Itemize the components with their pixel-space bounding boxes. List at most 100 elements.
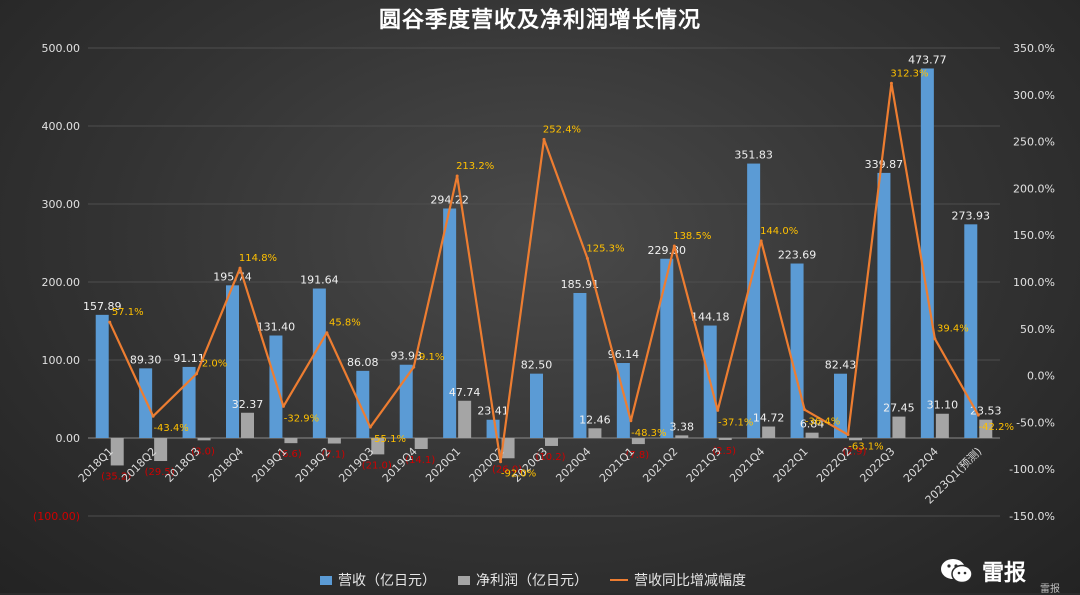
revenue-bar [747, 163, 761, 438]
brand-name: 雷报 [982, 561, 1027, 586]
revenue-bar [964, 224, 978, 438]
growth-point [933, 337, 937, 341]
legend-label-growth: 营收同比增减幅度 [634, 573, 746, 589]
growth-point [672, 244, 676, 248]
legend-swatch-revenue [320, 575, 332, 585]
y-left-tick-label: (100.00) [33, 510, 80, 523]
revenue-data-label: 273.93 [952, 209, 991, 222]
y-right-tick-label: 200.0% [1013, 182, 1055, 195]
chart-legend: 营收（亿日元） 净利润（亿日元） 营收同比增减幅度 [320, 570, 768, 590]
y-right-tick-label: -150.0% [1009, 510, 1055, 523]
legend-swatch-profit [458, 575, 470, 585]
revenue-data-label: 93.93 [390, 350, 422, 363]
x-tick-label: 2022Q4 [901, 445, 941, 485]
y-right-tick-label: 150.0% [1013, 229, 1055, 242]
growth-data-label: -36.4% [805, 417, 840, 428]
profit-data-label: 6.84 [800, 418, 825, 431]
y-right-tick-label: 250.0% [1013, 136, 1055, 149]
brand-watermark: 雷报 [940, 555, 1026, 587]
growth-data-label: -37.1% [718, 417, 753, 428]
y-left-tick-label: 0.00 [56, 432, 81, 445]
profit-data-label: 23.53 [970, 405, 1002, 418]
legend-label-profit: 净利润（亿日元） [476, 573, 588, 589]
x-tick-label: 2022Q1 [771, 445, 811, 485]
profit-bar [371, 438, 385, 455]
revenue-data-label: 89.30 [130, 353, 162, 366]
revenue-data-label: 195.74 [213, 270, 252, 283]
profit-bar [892, 416, 906, 438]
profit-bar [284, 438, 298, 444]
growth-data-label: -63.1% [848, 442, 883, 453]
profit-data-label: 3.38 [670, 420, 695, 433]
revenue-bar [834, 373, 847, 438]
growth-data-label: 114.8% [239, 253, 277, 264]
profit-bar [197, 438, 211, 441]
legend-swatch-growth [610, 579, 628, 581]
legend-item-growth: 营收同比增减幅度 [610, 570, 746, 590]
growth-point [325, 331, 329, 335]
x-tick-label: 2018Q2 [119, 445, 159, 485]
y-right-tick-label: 350.0% [1013, 42, 1055, 55]
profit-data-label: (2.9) [843, 446, 867, 457]
revenue-data-label: 473.77 [908, 53, 947, 66]
revenue-bar [660, 258, 674, 438]
profit-data-label: 47.74 [449, 386, 481, 399]
y-right-tick-label: 300.0% [1013, 89, 1055, 102]
profit-data-label: (3.0) [191, 446, 215, 457]
profit-data-label: 32.37 [232, 398, 264, 411]
brand-sub: 雷报 [1040, 584, 1060, 595]
revenue-bar [530, 373, 543, 438]
revenue-bar [269, 335, 283, 438]
y-left-tick-label: 200.00 [42, 276, 81, 289]
growth-data-label: 125.3% [586, 243, 624, 254]
legend-item-profit: 净利润（亿日元） [458, 570, 588, 590]
revenue-bar [312, 288, 326, 438]
revenue-data-label: 144.18 [691, 311, 730, 324]
revenue-bar [356, 370, 370, 438]
profit-data-label: 14.72 [753, 412, 785, 425]
profit-data-label: (29.5) [145, 467, 175, 478]
growth-data-label: -42.2% [979, 422, 1014, 433]
x-tick-label: 2018Q3 [163, 445, 203, 485]
growth-point [585, 256, 589, 260]
revenue-data-label: 223.69 [778, 249, 817, 262]
growth-point [976, 413, 980, 417]
growth-point [368, 425, 372, 429]
growth-data-label: 45.8% [329, 318, 361, 329]
growth-point [238, 266, 242, 270]
legend-label-revenue: 营收（亿日元） [338, 573, 436, 589]
growth-data-label: 138.5% [673, 231, 711, 242]
revenue-bar [443, 208, 457, 438]
growth-point [499, 460, 503, 464]
growth-data-label: -92.0% [501, 469, 536, 480]
revenue-data-label: 339.87 [865, 158, 904, 171]
growth-data-label: -43.4% [153, 423, 188, 434]
revenue-data-label: 351.83 [734, 149, 773, 162]
x-tick-label: 2021Q3 [684, 445, 724, 485]
x-tick-label: 2020Q4 [553, 445, 593, 485]
profit-data-label: 12.46 [579, 413, 611, 426]
profit-data-label: (2.5) [712, 446, 736, 457]
revenue-bar [226, 285, 239, 438]
profit-data-label: (7.1) [321, 450, 345, 461]
chart-title: 圆谷季度营收及净利润增长情况 [378, 8, 701, 33]
y-left-tick-label: 100.00 [42, 354, 81, 367]
profit-bar [849, 438, 862, 441]
profit-data-label: (14.1) [405, 455, 435, 466]
growth-point [629, 419, 633, 423]
revenue-data-label: 131.40 [257, 321, 296, 334]
growth-data-label: 213.2% [456, 161, 494, 172]
growth-data-label: -48.3% [631, 428, 666, 439]
growth-data-label: 9.1% [419, 352, 444, 363]
profit-bar [675, 435, 689, 438]
revenue-bar [139, 368, 153, 438]
revenue-data-label: 91.11 [173, 352, 205, 365]
revenue-data-label: 157.89 [83, 300, 122, 313]
profit-bar [458, 400, 472, 438]
revenue-bar [95, 314, 109, 438]
profit-data-label: (10.2) [535, 452, 565, 463]
growth-point [759, 239, 763, 243]
legend-item-revenue: 营收（亿日元） [320, 570, 436, 590]
y-right-tick-label: -50.0% [1016, 416, 1055, 429]
